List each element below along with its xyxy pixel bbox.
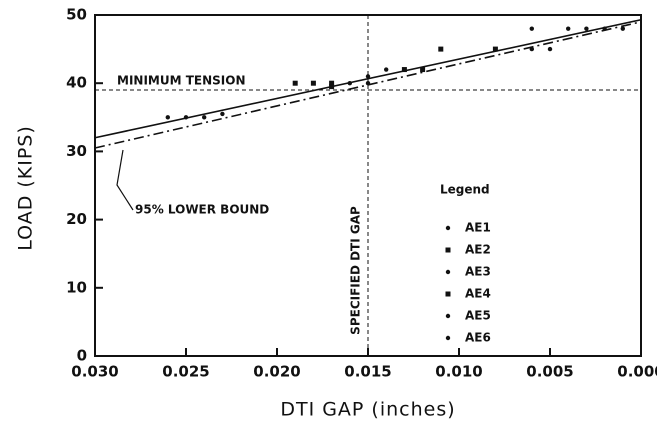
point (420, 67, 426, 73)
x-tick-label: 0.020 (253, 363, 300, 381)
legend-label: AE3 (465, 265, 491, 279)
point (529, 26, 534, 31)
point (547, 46, 553, 52)
point (329, 84, 335, 90)
y-tick-label: 50 (66, 6, 87, 24)
point (183, 115, 189, 120)
point (310, 80, 316, 86)
legend-label: AE4 (465, 287, 491, 301)
point (492, 46, 498, 52)
y-tick-label: 40 (66, 74, 87, 92)
y-tick-label: 0 (77, 347, 87, 365)
specified-gap-label: SPECIFIED DTI GAP (349, 206, 363, 335)
point (566, 26, 571, 31)
y-axis-label: LOAD (KIPS) (15, 125, 37, 251)
legend-title: Legend (440, 183, 490, 197)
point (220, 111, 225, 117)
point (347, 81, 352, 86)
x-tick-label: 0.025 (162, 363, 209, 381)
legend-label: AE5 (465, 309, 491, 323)
lower-bound-label: 95% LOWER BOUND (135, 202, 269, 216)
point (365, 74, 371, 79)
point (292, 80, 298, 86)
legend-marker (445, 313, 451, 319)
x-tick-label: 0.000 (617, 363, 657, 381)
point (329, 80, 335, 86)
x-tick-label: 0.030 (71, 363, 118, 381)
x-tick-label: 0.010 (435, 363, 482, 381)
legend-marker (445, 247, 451, 253)
y-tick-label: 20 (66, 210, 87, 228)
x-tick-label: 0.015 (344, 363, 391, 381)
legend-label: AE6 (465, 331, 491, 345)
point (438, 46, 444, 52)
minimum-tension-label: MINIMUM TENSION (117, 74, 246, 88)
legend-marker (445, 335, 451, 341)
legend-marker (445, 291, 451, 297)
legend-marker (445, 225, 451, 231)
x-tick-label: 0.005 (526, 363, 573, 381)
legend-label: AE2 (465, 243, 491, 257)
point (384, 67, 389, 72)
point (529, 46, 534, 52)
point (602, 26, 607, 31)
lower-bound-leader (116, 149, 134, 211)
y-tick-label: 30 (66, 142, 87, 160)
legend-marker (445, 269, 451, 275)
legend-label: AE1 (465, 221, 491, 235)
point (202, 115, 207, 120)
y-tick-label: 10 (66, 278, 87, 296)
point (365, 81, 371, 86)
point (620, 26, 625, 31)
point (401, 67, 407, 73)
point (584, 26, 589, 31)
x-axis-label: DTI GAP (inches) (280, 399, 455, 421)
point (165, 115, 170, 120)
